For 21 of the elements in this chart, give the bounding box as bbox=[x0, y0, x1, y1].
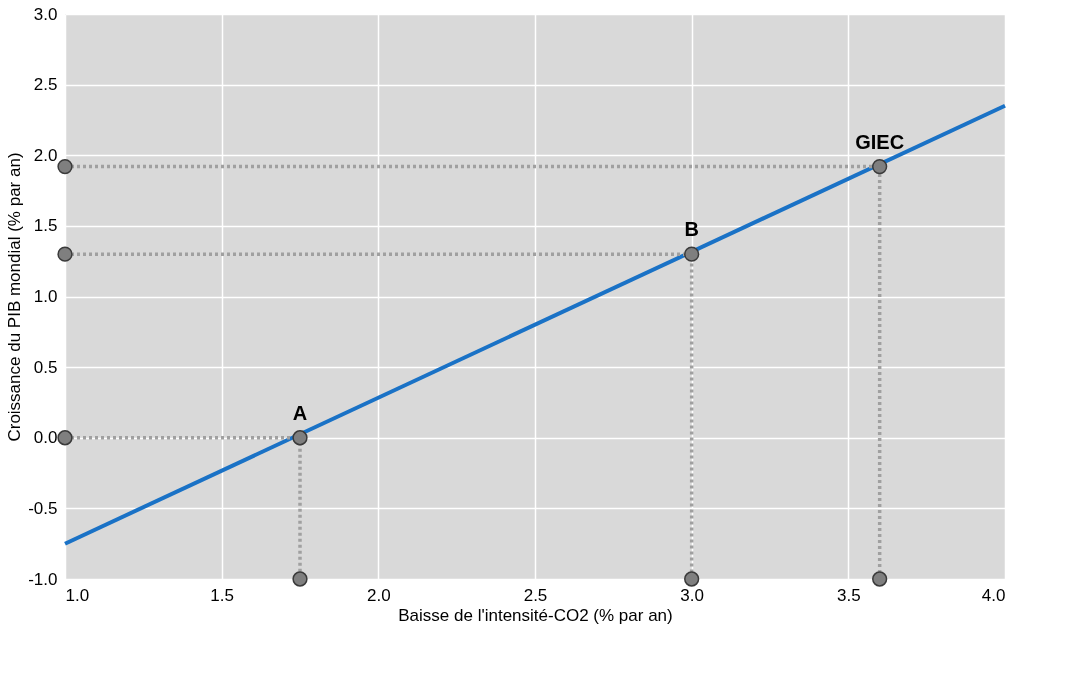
x-axis-title: Baisse de l'intensité-CO2 (% par an) bbox=[398, 605, 673, 625]
x-tick-label: 4.0 bbox=[981, 585, 1006, 605]
x-tick-label: 2.0 bbox=[367, 585, 391, 605]
y-tick-label: -1.0 bbox=[28, 569, 58, 589]
y-tick-label: 0.5 bbox=[33, 357, 58, 377]
annotation: GIEC bbox=[855, 130, 905, 153]
annotation: B bbox=[684, 218, 699, 241]
x-tick-label: 2.5 bbox=[523, 585, 548, 605]
x-tick-label: 3.5 bbox=[837, 585, 861, 605]
y-axis-title: Croissance du PIB mondial (% par an) bbox=[5, 152, 25, 442]
annotation: A bbox=[292, 401, 308, 424]
x-tick-label: 3.0 bbox=[680, 585, 704, 605]
y-tick-label: 2.5 bbox=[33, 75, 58, 95]
x-tick-label: 1.5 bbox=[210, 585, 234, 605]
x-tick-label: 1.0 bbox=[65, 585, 90, 605]
y-tick-label: 1.0 bbox=[33, 287, 58, 306]
y-tick-label: 3.0 bbox=[33, 4, 58, 24]
y-tick-label: -0.5 bbox=[28, 498, 58, 518]
y-tick-label: 2.0 bbox=[33, 145, 58, 165]
y-tick-label: 0.0 bbox=[33, 428, 58, 448]
y-tick-label: 1.5 bbox=[33, 216, 58, 236]
